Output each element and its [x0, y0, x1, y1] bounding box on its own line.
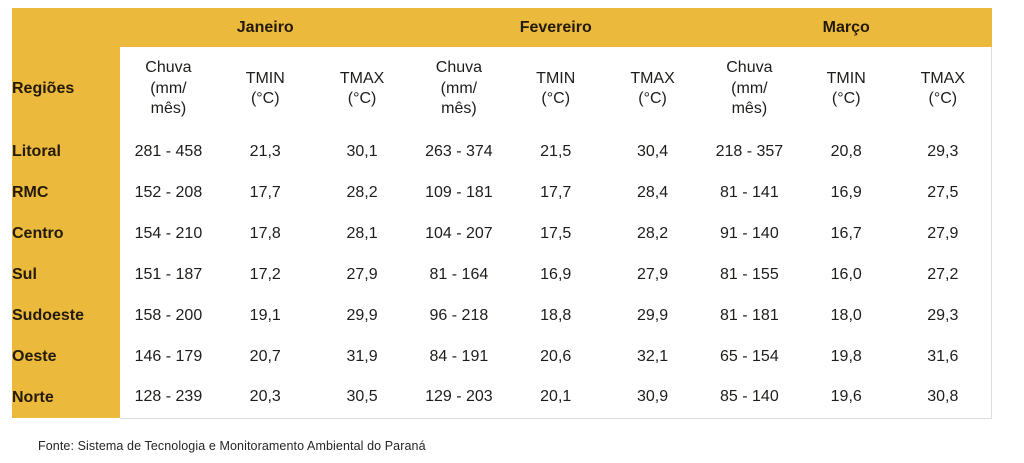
value-cell: 31,9	[313, 336, 411, 377]
col-header-tmin-m1: TMIN (°C)	[216, 47, 314, 131]
climate-table: Janeiro Fevereiro Março Regiões Chuva (mm/mês…	[12, 8, 992, 419]
value-cell: 28,2	[604, 213, 701, 254]
value-cell: 27,5	[894, 172, 992, 213]
value-cell: 30,5	[313, 377, 411, 419]
value-cell: 17,7	[507, 172, 605, 213]
value-cell: 28,1	[313, 213, 411, 254]
value-cell: 16,7	[797, 213, 895, 254]
value-cell: 17,2	[216, 254, 314, 295]
value-cell: 16,9	[797, 172, 895, 213]
value-cell: 16,0	[797, 254, 895, 295]
value-cell: 19,1	[216, 295, 314, 336]
region-label: Sul	[12, 254, 120, 295]
regions-header: Regiões	[12, 47, 120, 131]
value-cell: 21,5	[507, 131, 605, 172]
value-cell: 81 - 155	[700, 254, 798, 295]
value-cell: 28,4	[604, 172, 701, 213]
value-cell: 21,3	[216, 131, 314, 172]
col-header-chuva-m3: Chuva (mm/mês)	[700, 47, 798, 131]
col-header-tmax-m2: TMAX (°C)	[604, 47, 701, 131]
value-cell: 31,6	[894, 336, 992, 377]
col-header-tmax-m3: TMAX (°C)	[894, 47, 992, 131]
value-cell: 16,9	[507, 254, 605, 295]
value-cell: 28,2	[313, 172, 411, 213]
col-header-chuva-m1: Chuva (mm/mês)	[120, 47, 217, 131]
region-label: Oeste	[12, 336, 120, 377]
month-header-1: Janeiro	[120, 8, 411, 47]
value-cell: 109 - 181	[410, 172, 508, 213]
col-header-tmin-m2: TMIN (°C)	[507, 47, 605, 131]
value-cell: 20,6	[507, 336, 605, 377]
table-row-norte: Norte 128 - 239 20,3 30,5 129 - 203 20,1 30,9 8…	[12, 377, 992, 419]
value-cell: 27,9	[604, 254, 701, 295]
region-label: Norte	[12, 377, 120, 418]
value-cell: 18,0	[797, 295, 895, 336]
table-row-rmc: RMC 152 - 208 17,7 28,2 109 - 181 17,7 28,4 81 …	[12, 172, 992, 213]
month-header-3: Março	[700, 8, 992, 47]
value-cell: 27,9	[894, 213, 992, 254]
col-header-tmin-m3: TMIN (°C)	[797, 47, 895, 131]
value-cell: 29,9	[604, 295, 701, 336]
value-cell: 96 - 218	[410, 295, 508, 336]
value-cell: 19,8	[797, 336, 895, 377]
value-cell: 81 - 181	[700, 295, 798, 336]
region-label: Sudoeste	[12, 295, 120, 336]
col-header-chuva-m2: Chuva (mm/mês)	[410, 47, 508, 131]
value-cell: 20,8	[797, 131, 895, 172]
value-cell: 151 - 187	[120, 254, 217, 295]
table-row-sudoeste: Sudoeste 158 - 200 19,1 29,9 96 - 218 18,8 29,…	[12, 295, 992, 336]
column-header-row: Regiões Chuva (mm/mês) TMIN (°C) TMAX (°C) Chuv…	[12, 47, 992, 131]
value-cell: 17,8	[216, 213, 314, 254]
value-cell: 20,3	[216, 377, 314, 419]
value-cell: 263 - 374	[410, 131, 508, 172]
value-cell: 20,1	[507, 377, 605, 419]
value-cell: 29,3	[894, 131, 992, 172]
value-cell: 146 - 179	[120, 336, 217, 377]
source-note: Fonte: Sistema de Tecnologia e Monitoram…	[38, 439, 426, 453]
value-cell: 30,9	[604, 377, 701, 419]
value-cell: 129 - 203	[410, 377, 508, 419]
region-label: Litoral	[12, 131, 120, 172]
table-body: Litoral 281 - 458 21,3 30,1 263 - 374 21,5 30,…	[12, 131, 992, 419]
value-cell: 30,8	[894, 377, 992, 419]
value-cell: 218 - 357	[700, 131, 798, 172]
value-cell: 29,3	[894, 295, 992, 336]
table-row-litoral: Litoral 281 - 458 21,3 30,1 263 - 374 21,5 30,…	[12, 131, 992, 172]
value-cell: 18,8	[507, 295, 605, 336]
value-cell: 32,1	[604, 336, 701, 377]
value-cell: 20,7	[216, 336, 314, 377]
value-cell: 27,2	[894, 254, 992, 295]
value-cell: 17,5	[507, 213, 605, 254]
table-row-centro: Centro 154 - 210 17,8 28,1 104 - 207 17,5 28,2…	[12, 213, 992, 254]
table-row-sul: Sul 151 - 187 17,2 27,9 81 - 164 16,9 27,9 81 -…	[12, 254, 992, 295]
value-cell: 81 - 141	[700, 172, 798, 213]
value-cell: 128 - 239	[120, 377, 217, 419]
value-cell: 30,4	[604, 131, 701, 172]
value-cell: 158 - 200	[120, 295, 217, 336]
col-header-tmax-m1: TMAX (°C)	[313, 47, 411, 131]
value-cell: 152 - 208	[120, 172, 217, 213]
value-cell: 91 - 140	[700, 213, 798, 254]
value-cell: 85 - 140	[700, 377, 798, 419]
value-cell: 65 - 154	[700, 336, 798, 377]
value-cell: 281 - 458	[120, 131, 217, 172]
value-cell: 154 - 210	[120, 213, 217, 254]
value-cell: 84 - 191	[410, 336, 508, 377]
table-head: Janeiro Fevereiro Março Regiões Chuva (mm/mês…	[12, 8, 992, 131]
value-cell: 29,9	[313, 295, 411, 336]
value-cell: 81 - 164	[410, 254, 508, 295]
region-label: RMC	[12, 172, 120, 213]
region-label: Centro	[12, 213, 120, 254]
value-cell: 30,1	[313, 131, 411, 172]
table-row-oeste: Oeste 146 - 179 20,7 31,9 84 - 191 20,6 32,1 65…	[12, 336, 992, 377]
value-cell: 19,6	[797, 377, 895, 419]
value-cell: 104 - 207	[410, 213, 508, 254]
month-header-row: Janeiro Fevereiro Março	[12, 8, 992, 47]
value-cell: 27,9	[313, 254, 411, 295]
month-header-2: Fevereiro	[410, 8, 701, 47]
corner-spacer	[12, 8, 120, 47]
value-cell: 17,7	[216, 172, 314, 213]
